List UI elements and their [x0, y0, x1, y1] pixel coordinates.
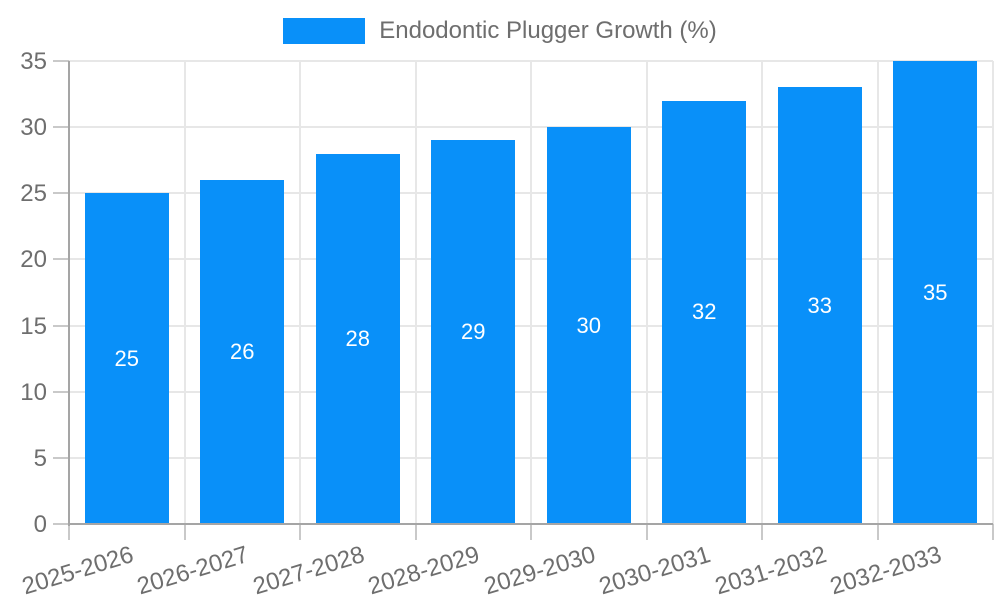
y-tick-label: 35 — [20, 48, 47, 75]
y-tick-label: 15 — [20, 312, 47, 340]
x-tick-mark — [183, 524, 186, 540]
y-tick-mark — [53, 456, 69, 459]
x-tick-label: 2030-2031 — [596, 541, 715, 600]
y-tick-mark — [53, 324, 69, 327]
x-tick-mark — [299, 524, 301, 540]
bar-value-label: 29 — [461, 319, 486, 345]
y-tick-mark — [53, 192, 69, 195]
x-tick-label: 2028-2029 — [365, 541, 484, 600]
bar-2029-2030[interactable]: 30 — [546, 127, 631, 524]
x-tick-label: 2031-2032 — [711, 541, 830, 600]
x-tick-mark — [992, 524, 994, 540]
x-tick-mark — [414, 524, 417, 540]
bar-2030-2031[interactable]: 32 — [662, 100, 747, 524]
x-tick-label: 2029-2030 — [480, 541, 599, 600]
x-tick-label: 2025-2026 — [18, 541, 137, 600]
bar-value-label: 30 — [576, 312, 601, 338]
y-tick-mark — [53, 523, 69, 525]
bar-2025-2026[interactable]: 25 — [84, 193, 169, 524]
x-tick-mark — [761, 524, 763, 540]
bar-value-label: 28 — [345, 325, 370, 351]
y-tick-mark — [53, 258, 69, 261]
legend-label: Endodontic Plugger Growth (%) — [379, 17, 717, 44]
y-tick-label: 0 — [33, 511, 47, 538]
bar-2031-2032[interactable]: 33 — [777, 87, 862, 524]
x-tick-mark — [645, 524, 648, 540]
x-gridline — [299, 61, 301, 524]
x-gridline — [645, 61, 648, 524]
x-gridline — [414, 61, 417, 524]
bar-value-label: 25 — [114, 345, 139, 371]
y-tick-mark — [53, 126, 69, 129]
legend-color-swatch — [283, 18, 366, 44]
y-axis-line — [68, 61, 70, 526]
x-gridline — [183, 61, 186, 524]
y-tick-label: 25 — [20, 180, 47, 208]
bar-2026-2027[interactable]: 26 — [200, 180, 285, 524]
bar-2032-2033[interactable]: 35 — [893, 61, 978, 524]
y-tick-label: 20 — [20, 246, 47, 274]
x-gridline — [876, 61, 879, 524]
x-tick-label: 2027-2028 — [249, 541, 368, 600]
bar-value-label: 26 — [230, 339, 255, 365]
y-tick-label: 30 — [20, 114, 47, 142]
bar-value-label: 33 — [807, 292, 832, 318]
y-tick-mark — [53, 60, 69, 62]
x-tick-mark — [530, 524, 532, 540]
x-gridline — [530, 61, 532, 524]
bar-2027-2028[interactable]: 28 — [315, 153, 400, 524]
y-tick-label: 5 — [33, 444, 47, 472]
bar-value-label: 35 — [923, 279, 948, 305]
x-tick-label: 2032-2033 — [827, 541, 946, 600]
x-axis-line — [69, 523, 993, 525]
bar-2028-2029[interactable]: 29 — [431, 140, 516, 524]
x-gridline — [992, 61, 994, 524]
x-tick-label: 2026-2027 — [134, 541, 253, 600]
x-tick-mark — [68, 524, 70, 540]
x-gridline — [761, 61, 763, 524]
chart-legend[interactable]: Endodontic Plugger Growth (%) — [0, 16, 1000, 46]
y-tick-mark — [53, 390, 69, 393]
y-tick-label: 10 — [20, 378, 47, 406]
bar-value-label: 32 — [692, 299, 717, 325]
x-tick-mark — [876, 524, 879, 540]
